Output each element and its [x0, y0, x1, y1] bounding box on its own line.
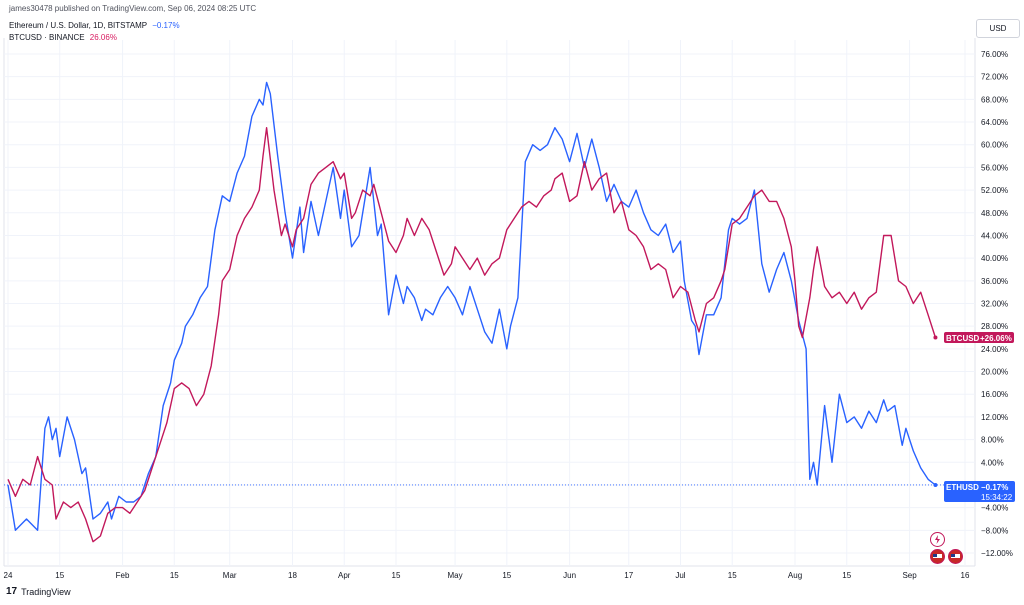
us-flag-event-icon[interactable]	[930, 549, 945, 564]
x-tick-label: 15	[55, 571, 64, 580]
tradingview-logo-icon: 17	[6, 586, 18, 597]
y-tick-label: 60.00%	[981, 141, 1008, 150]
y-tick-label: 16.00%	[981, 390, 1008, 399]
y-tick-label: −8.00%	[981, 526, 1008, 535]
x-tick-label: 15	[502, 571, 511, 580]
series-legend: Ethereum / U.S. Dollar, 1D, BITSTAMP −0.…	[9, 20, 180, 44]
x-tick-label: 15	[170, 571, 179, 580]
y-tick-label: 44.00%	[981, 231, 1008, 240]
x-tick-label: 15	[392, 571, 401, 580]
x-tick-label: Apr	[338, 571, 351, 580]
x-tick-label: Jul	[675, 571, 685, 580]
legend-eth-label: Ethereum / U.S. Dollar, 1D, BITSTAMP	[9, 21, 147, 30]
x-tick-label: 15	[842, 571, 851, 580]
eth-price-tag-text: ETHUSD	[946, 483, 979, 492]
btc-price-tag-text: BTCUSD	[946, 334, 980, 343]
y-tick-label: 4.00%	[981, 458, 1004, 467]
brand-name: TradingView	[21, 586, 71, 597]
y-tick-label: 20.00%	[981, 368, 1008, 377]
legend-btc[interactable]: BTCUSD · BINANCE 26.06%	[9, 32, 180, 44]
legend-btc-change: 26.06%	[89, 33, 117, 42]
y-tick-label: 68.00%	[981, 95, 1008, 104]
y-tick-label: 24.00%	[981, 345, 1008, 354]
legend-btc-label: BTCUSD · BINANCE	[9, 33, 85, 42]
y-tick-label: 40.00%	[981, 254, 1008, 263]
y-tick-label: 56.00%	[981, 163, 1008, 172]
y-tick-label: 28.00%	[981, 322, 1008, 331]
x-tick-label: 18	[288, 571, 297, 580]
x-tick-label: Aug	[788, 571, 802, 580]
eth-price-tag-bg	[944, 481, 1015, 502]
y-tick-label: 52.00%	[981, 186, 1008, 195]
x-tick-label: Sep	[902, 571, 917, 580]
btc-price-tag-bg	[944, 332, 1014, 343]
btc-price-tag-text: +26.06%	[980, 334, 1012, 343]
legend-eth-change: −0.17%	[152, 21, 180, 30]
btc-last-point	[933, 335, 938, 340]
x-tick-label: May	[448, 571, 463, 580]
y-tick-label: 32.00%	[981, 300, 1008, 309]
y-tick-label: 76.00%	[981, 50, 1008, 59]
eth-last-point	[933, 482, 938, 487]
x-tick-label: Jun	[563, 571, 576, 580]
us-flag-event-icon[interactable]	[948, 549, 963, 564]
y-tick-label: 12.00%	[981, 413, 1008, 422]
y-tick-label: 36.00%	[981, 277, 1008, 286]
currency-button[interactable]: USD	[976, 19, 1020, 38]
x-tick-label: 15	[728, 571, 737, 580]
y-tick-label: −4.00%	[981, 504, 1008, 513]
x-tick-label: 16	[961, 571, 970, 580]
series-line-btcusd	[7, 127, 937, 543]
y-tick-label: 64.00%	[981, 118, 1008, 127]
legend-eth[interactable]: Ethereum / U.S. Dollar, 1D, BITSTAMP −0.…	[9, 20, 180, 32]
publish-header: james30478 published on TradingView.com,…	[9, 4, 257, 13]
x-tick-label: 17	[624, 571, 633, 580]
x-tick-label: 24	[4, 571, 13, 580]
eth-price-tag-text: 15:34:22	[981, 493, 1013, 502]
footer-brand[interactable]: 17 TradingView	[6, 586, 71, 597]
y-tick-label: 48.00%	[981, 209, 1008, 218]
lightning-event-icon[interactable]	[930, 532, 945, 547]
y-tick-label: 8.00%	[981, 436, 1004, 445]
y-tick-label: −12.00%	[981, 549, 1013, 558]
series-line-ethusd	[7, 81, 936, 531]
x-tick-label: Mar	[223, 571, 237, 580]
x-tick-label: Feb	[116, 571, 130, 580]
eth-price-tag-text: −0.17%	[981, 483, 1008, 492]
y-tick-label: 72.00%	[981, 73, 1008, 82]
